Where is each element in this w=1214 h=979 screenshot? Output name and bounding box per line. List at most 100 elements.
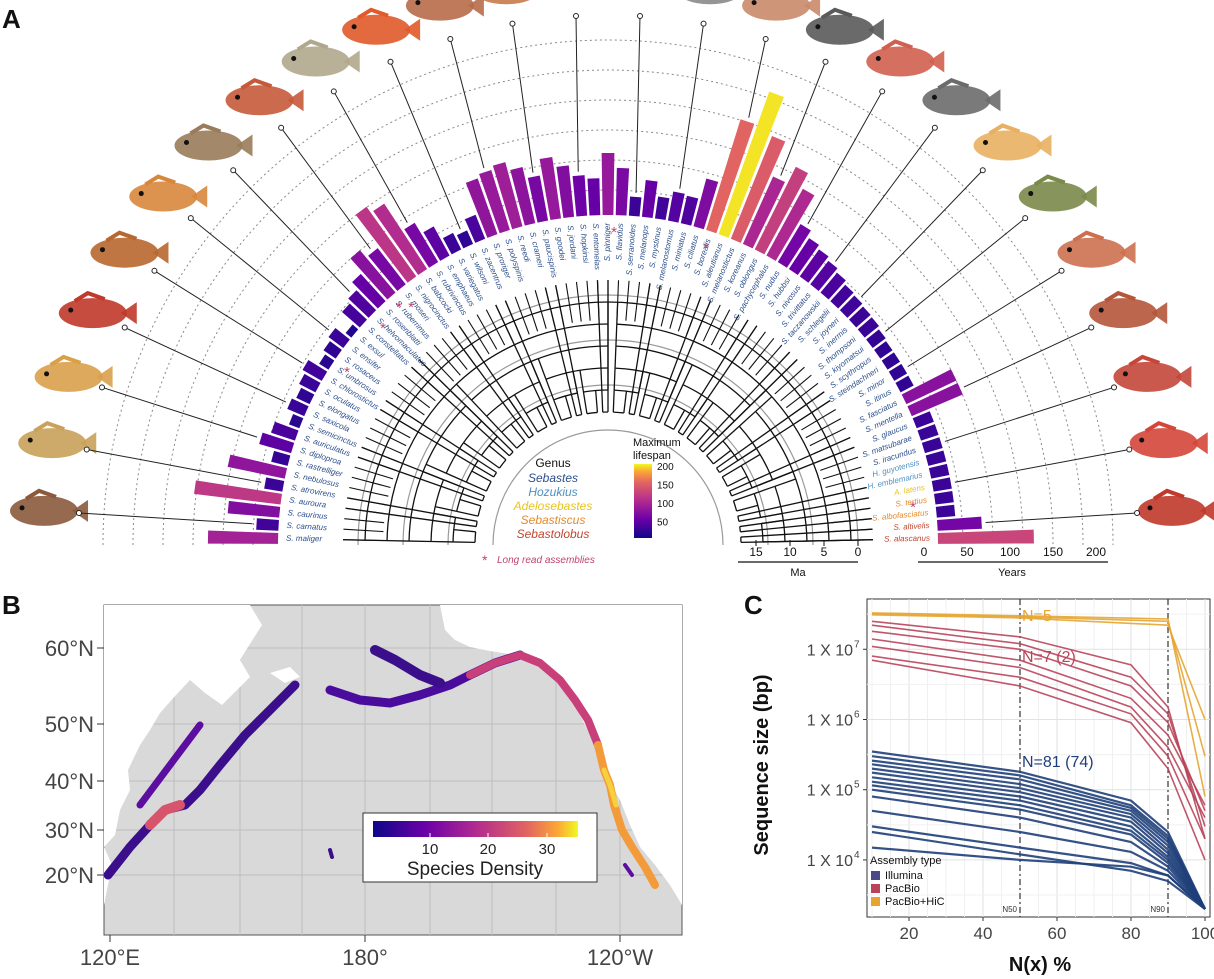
tree-tip-branch <box>379 408 415 431</box>
lifespan-bar <box>667 191 685 223</box>
tree-branch <box>682 364 693 385</box>
lifespan-bar <box>587 178 601 216</box>
tree-tip-branch <box>357 456 396 471</box>
tree-branch <box>493 472 498 478</box>
tree-tip-branch <box>832 539 873 542</box>
tree-tip-branch <box>726 319 749 355</box>
tree-branch <box>576 413 582 417</box>
tree-branch <box>654 419 660 423</box>
lifespan-bar <box>895 375 914 393</box>
tree-tip-branch <box>411 366 442 395</box>
tree-tip-branch <box>485 309 506 346</box>
legend-item-label: PacBio+HiC <box>885 896 945 908</box>
tip-label: S. entomelas <box>591 223 602 270</box>
lifespan-bar <box>937 516 982 531</box>
lifespan-bar <box>730 135 786 243</box>
colorbar-tick-label: 30 <box>539 841 556 858</box>
colorbar-gradient <box>373 821 578 837</box>
group-annotation: N=81 (74) <box>1022 754 1094 771</box>
tree-branch <box>628 413 635 416</box>
assembly-curve <box>871 788 1206 910</box>
legend-swatch <box>871 897 880 906</box>
tree-branch <box>673 409 686 430</box>
legend-item-label: Illumina <box>885 870 924 882</box>
fish-leader-dot <box>931 124 938 131</box>
lifespan-bar <box>849 306 871 328</box>
lifespan-bar <box>654 196 670 221</box>
tree-branch <box>698 447 704 453</box>
genus-legend-item: Adelosebastes <box>513 499 593 513</box>
tree-tip-branch <box>467 319 490 355</box>
tree-tip-branch <box>425 351 455 382</box>
tree-branch <box>721 465 742 478</box>
tree-branch <box>639 415 650 420</box>
lifespan-bar <box>527 175 549 223</box>
lifespan-grid-ring <box>132 69 1084 546</box>
density-colorbar: 10 20 30 Species Density <box>362 812 598 883</box>
fish-leader-dot <box>75 509 82 516</box>
lifespan-bar <box>874 341 893 359</box>
fish-leader-dot <box>387 58 394 65</box>
tree-branch <box>386 323 609 541</box>
fish-photo <box>866 39 945 77</box>
fish-photo <box>90 230 169 268</box>
lifespan-bar <box>348 290 377 318</box>
tree-branch <box>471 399 488 417</box>
tree-tip-branch <box>791 391 825 416</box>
tree-tip-branch <box>825 476 865 489</box>
tree-branch <box>481 454 500 469</box>
tree-tip-branch <box>677 293 692 332</box>
legend-swatch <box>871 884 880 893</box>
tip-label: S. tertius <box>895 495 928 508</box>
lifespan-legend-title-2: lifespan <box>633 450 671 462</box>
tree-branch <box>755 396 773 412</box>
tree-branch <box>579 370 585 393</box>
tree-tip-branch <box>822 466 862 480</box>
fish-leader-line <box>449 38 485 169</box>
fish-leader-line <box>86 448 262 483</box>
lifespan-bar <box>766 188 815 261</box>
tree-tip-branch <box>458 325 483 360</box>
tree-tip-branch <box>733 325 758 360</box>
long-read-asterisks: * * * * * * * <box>344 224 916 516</box>
vline-label: N50 <box>1002 905 1017 914</box>
fish-leader-line <box>390 61 461 230</box>
lifespan-bar <box>323 341 342 359</box>
y-tick-label: 1 X 10 <box>807 712 853 729</box>
fish-leader-line <box>907 270 1062 368</box>
tree-branch <box>732 500 738 512</box>
fish-leader-dot <box>637 12 644 19</box>
tree-branch <box>463 442 482 456</box>
tree-tip-branch <box>805 418 842 439</box>
fish-leader-line <box>575 15 579 172</box>
tree-branch <box>615 345 751 407</box>
lifespan-bar <box>510 166 536 226</box>
long-read-asterisk: * <box>703 240 709 257</box>
fish-leader-dot <box>572 12 579 19</box>
long-read-asterisk: * <box>611 224 617 241</box>
tree-tip-branch <box>748 337 775 370</box>
legend-swatch <box>871 871 880 880</box>
lifespan-bar <box>901 369 957 405</box>
tree-branch <box>663 404 675 425</box>
panel-c-assembly-contiguity-chart: N50 N90 N=5 N=7 (2) N=81 (74) 20 40 60 80 100 1… <box>751 598 1214 976</box>
fish-photo <box>1089 290 1168 329</box>
tip-label: S. flavidus <box>614 223 624 260</box>
tree-branch <box>425 463 447 474</box>
tree-branch <box>561 416 572 422</box>
tree-branch <box>453 528 476 533</box>
fish-leader-dot <box>1088 324 1095 331</box>
legend-item-label: PacBio <box>885 883 920 895</box>
lifespan-tick-label: 50 <box>657 518 669 529</box>
lifespan-bar <box>937 529 1034 544</box>
tip-label: S. serranoides <box>625 224 638 276</box>
x-tick-label: 60 <box>1048 924 1067 943</box>
tree-branch <box>736 504 759 512</box>
fish-leader-line <box>232 169 350 292</box>
lifespan-legend-title-1: Maximum <box>633 437 681 449</box>
fish-leader-line <box>101 386 258 438</box>
tree-branch <box>466 481 487 492</box>
lifespan-grid-ring <box>192 129 1024 546</box>
tree-tip-branch <box>385 400 420 423</box>
